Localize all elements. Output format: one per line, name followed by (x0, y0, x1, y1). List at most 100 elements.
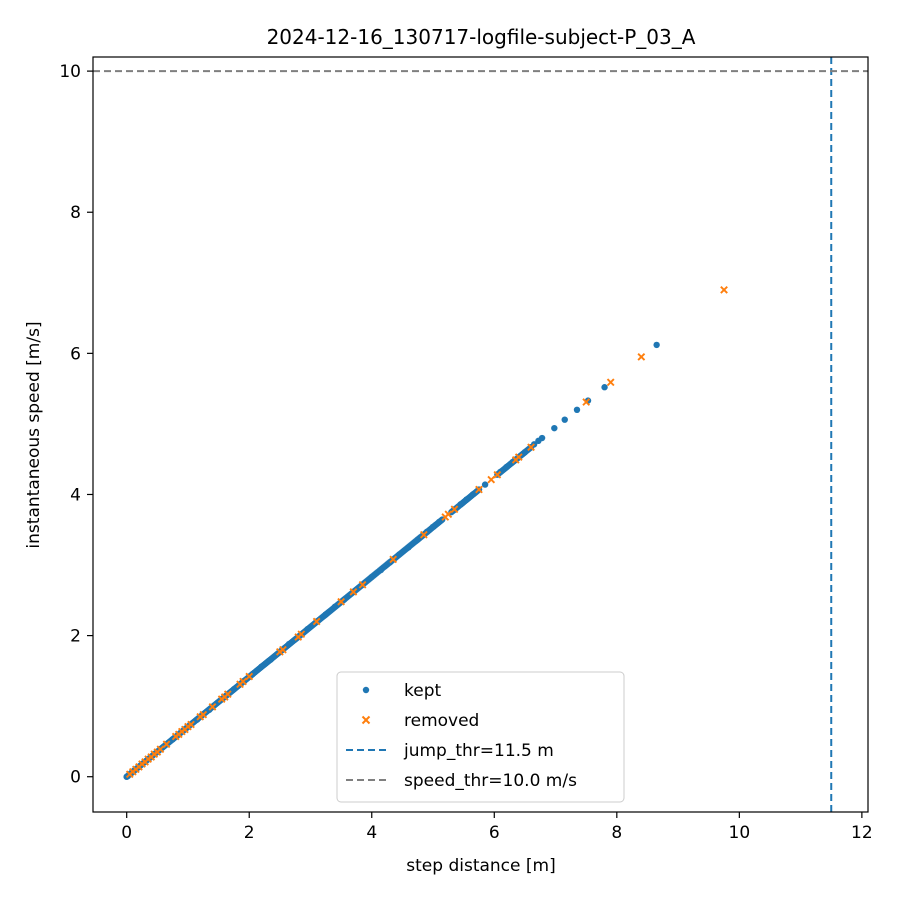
kept-point (285, 640, 293, 648)
removed-point-stroke (493, 470, 502, 479)
removed-point (297, 630, 306, 639)
removed-point (199, 710, 208, 719)
data-points (123, 285, 728, 780)
removed-point (162, 740, 171, 749)
kept-point (521, 448, 529, 456)
removed-point-stroke (444, 510, 453, 519)
kept-point (538, 434, 546, 442)
x-tick-label: 10 (729, 823, 751, 843)
legend-label-removed: removed (404, 711, 479, 731)
removed-point-stroke (199, 710, 208, 719)
removed-point (493, 470, 502, 479)
kept-point (377, 566, 385, 574)
removed-point-stroke (637, 353, 646, 361)
chart-title: 2024-12-16_130717-logfile-subject-P_03_A (267, 25, 696, 49)
removed-point (312, 617, 321, 626)
removed-point (419, 530, 428, 539)
removed-point (349, 587, 358, 596)
legend-box (336, 671, 625, 803)
removed-point-stroke (358, 580, 367, 589)
removed-point-stroke (337, 597, 345, 606)
removed-point (444, 510, 453, 519)
kept-point (368, 573, 375, 581)
legend-marker-kept (362, 686, 370, 694)
kept-point (463, 496, 470, 503)
kept-point (230, 686, 238, 693)
removed-point-stroke (582, 398, 591, 406)
removed-point (527, 443, 535, 452)
removed-point (279, 645, 287, 654)
removed-point-stroke (487, 475, 496, 484)
x-axis-ticks: 0 2 4 6 8 10 12 (121, 812, 873, 843)
removed-point (187, 720, 195, 729)
y-tick-label: 6 (70, 344, 81, 364)
removed-point-stroke (223, 690, 232, 699)
legend-label-kept: kept (404, 681, 441, 701)
kept-point (414, 536, 421, 543)
removed-point-stroke (208, 702, 217, 711)
kept-point (457, 501, 464, 508)
removed-point (208, 702, 217, 711)
kept-point (304, 626, 311, 633)
removed-point-stroke (312, 617, 321, 626)
removed-point-stroke (720, 285, 728, 294)
removed-point-stroke (606, 378, 615, 387)
y-axis-label: instantaneous speed [m/s] (24, 321, 44, 548)
kept-point (331, 603, 339, 610)
removed-point-stroke (297, 630, 306, 639)
kept-point (322, 611, 330, 618)
removed-point-stroke (245, 672, 254, 681)
kept-point (429, 523, 437, 531)
y-tick-label: 4 (70, 485, 81, 505)
removed-point (337, 597, 345, 606)
x-tick-label: 0 (121, 823, 132, 843)
kept-point (653, 341, 660, 349)
kept-point (469, 491, 477, 498)
legend: kept removed jump_thr=11.5 m speed_thr=1… (336, 671, 625, 803)
removed-point-stroke (475, 485, 483, 494)
legend-label-jump-thr: jump_thr=11.5 m (403, 741, 554, 761)
legend-marker-removed (361, 715, 371, 725)
y-axis-ticks: 0 2 4 6 8 10 (59, 62, 93, 788)
x-tick-label: 2 (244, 823, 255, 843)
kept-point (601, 384, 608, 391)
y-tick-label: 0 (70, 768, 81, 788)
removed-point (450, 505, 459, 514)
removed-point (514, 453, 523, 461)
kept-point (481, 481, 489, 488)
y-tick-label: 2 (70, 627, 81, 647)
kept-point (573, 406, 581, 414)
x-tick-label: 8 (611, 823, 622, 843)
removed-point-stroke (279, 645, 287, 654)
kept-point (503, 463, 510, 471)
removed-point-stroke (162, 740, 171, 749)
removed-point (487, 475, 496, 484)
removed-point (720, 285, 728, 294)
reference-lines (93, 57, 868, 812)
y-tick-label: 8 (70, 203, 81, 223)
removed-point (239, 677, 247, 686)
x-tick-label: 12 (851, 823, 873, 843)
kept-point (435, 518, 443, 526)
kept-point (267, 656, 274, 663)
removed-point (475, 485, 483, 494)
removed-point (637, 353, 646, 361)
removed-point-stroke (187, 720, 195, 729)
removed-point-stroke (239, 677, 247, 686)
removed-point-stroke (514, 453, 523, 461)
removed-point (156, 745, 165, 754)
removed-point (245, 672, 254, 681)
kept-point (396, 551, 403, 558)
legend-label-speed-thr: speed_thr=10.0 m/s (404, 771, 577, 791)
removed-point-stroke (450, 505, 459, 514)
x-tick-label: 6 (489, 823, 500, 843)
x-axis-label: step distance [m] (406, 856, 555, 876)
plot-frame (92, 56, 869, 813)
kept-point (551, 424, 558, 432)
removed-point-stroke (349, 587, 358, 596)
removed-point (223, 690, 232, 699)
x-tick-label: 4 (366, 823, 377, 843)
removed-point-stroke (527, 443, 535, 452)
